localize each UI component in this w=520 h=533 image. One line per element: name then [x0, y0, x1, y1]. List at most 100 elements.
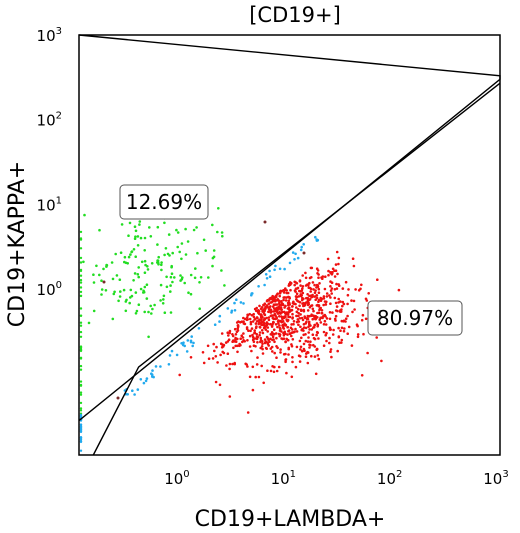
event-dot: [236, 327, 239, 330]
event-dot: [324, 275, 327, 279]
event-dot: [310, 266, 314, 270]
event-dot: [154, 365, 158, 368]
event-dot: [277, 299, 281, 303]
event-dot: [223, 284, 226, 287]
event-dot: [259, 307, 263, 311]
event-dot: [149, 304, 152, 308]
event-dot: [125, 298, 128, 302]
event-dot: [160, 268, 163, 272]
event-dot: [222, 343, 226, 347]
event-dot: [337, 335, 341, 339]
event-dot: [279, 307, 282, 310]
event-dot: [317, 291, 321, 295]
event-dot: [300, 289, 304, 292]
event-dot: [176, 245, 179, 249]
event-dot: [145, 297, 149, 300]
event-dot: [190, 335, 193, 338]
gate-lines: [78, 34, 501, 456]
event-dot: [335, 282, 338, 286]
event-dot: [129, 253, 132, 256]
event-dot: [241, 336, 245, 339]
event-dot: [308, 276, 312, 280]
event-dot: [294, 281, 298, 284]
event-dot: [119, 290, 122, 293]
region-kappa-percent: 12.69%: [126, 190, 202, 214]
event-dot: [276, 325, 279, 329]
event-dot: [197, 327, 201, 330]
event-dot: [79, 324, 83, 327]
event-dot: [272, 370, 276, 374]
event-dot: [220, 332, 224, 335]
event-dot: [324, 303, 328, 306]
event-dot: [266, 330, 270, 333]
event-dot: [251, 365, 255, 369]
event-dot: [181, 276, 184, 279]
event-dot: [234, 344, 237, 348]
event-dot: [263, 338, 267, 341]
event-dot: [273, 351, 277, 355]
event-dot: [265, 277, 269, 280]
event-dot: [165, 275, 168, 279]
event-dot: [346, 293, 350, 297]
event-dot: [100, 288, 104, 291]
event-dot: [319, 296, 323, 300]
event-dot: [309, 343, 312, 347]
event-dot: [337, 262, 340, 266]
kappa-gate: [78, 34, 501, 422]
event-dot: [79, 356, 83, 359]
event-dot: [145, 377, 149, 380]
event-dot: [258, 331, 262, 334]
event-dot: [302, 251, 306, 255]
event-dot: [283, 322, 286, 325]
event-dot: [79, 409, 83, 412]
event-dot: [138, 220, 142, 223]
event-dot: [325, 292, 329, 295]
event-dot: [246, 365, 249, 368]
event-dot: [295, 306, 298, 309]
event-dot: [228, 329, 232, 333]
event-dot: [255, 306, 258, 310]
event-dot: [143, 285, 147, 289]
event-dot: [274, 294, 278, 298]
event-dot: [315, 296, 319, 300]
event-dot: [272, 303, 276, 307]
event-dot: [169, 311, 173, 314]
event-dot: [334, 314, 338, 318]
event-dot: [262, 303, 266, 307]
event-dot: [253, 331, 257, 335]
event-dot: [153, 303, 156, 307]
event-dot: [145, 283, 149, 287]
event-dot: [255, 332, 258, 336]
event-dot: [137, 303, 141, 307]
event-dot: [340, 308, 343, 311]
event-dot: [311, 333, 315, 337]
event-dot: [337, 326, 340, 330]
event-dot: [238, 342, 241, 346]
event-dot: [294, 290, 297, 293]
event-dot: [347, 325, 351, 329]
event-dot: [202, 361, 206, 365]
event-dot: [323, 314, 326, 317]
event-dot: [267, 302, 271, 306]
event-dot: [273, 365, 276, 369]
event-dot: [375, 336, 379, 339]
event-dot: [139, 236, 143, 240]
event-dot: [274, 299, 277, 303]
event-dot: [281, 324, 284, 327]
event-dot: [195, 226, 198, 229]
event-dot: [211, 256, 215, 260]
event-dot: [226, 331, 229, 335]
event-dot: [261, 352, 265, 355]
event-dot: [136, 273, 140, 276]
event-dot: [338, 341, 341, 345]
event-dot: [310, 314, 314, 318]
event-dot: [83, 213, 86, 217]
event-dot: [79, 247, 83, 250]
event-dot: [233, 361, 236, 365]
event-dot: [316, 303, 320, 307]
event-dot: [269, 322, 272, 326]
event-dot: [79, 440, 83, 444]
event-dot: [160, 263, 163, 267]
event-dot: [230, 309, 234, 313]
event-dot: [268, 269, 271, 273]
